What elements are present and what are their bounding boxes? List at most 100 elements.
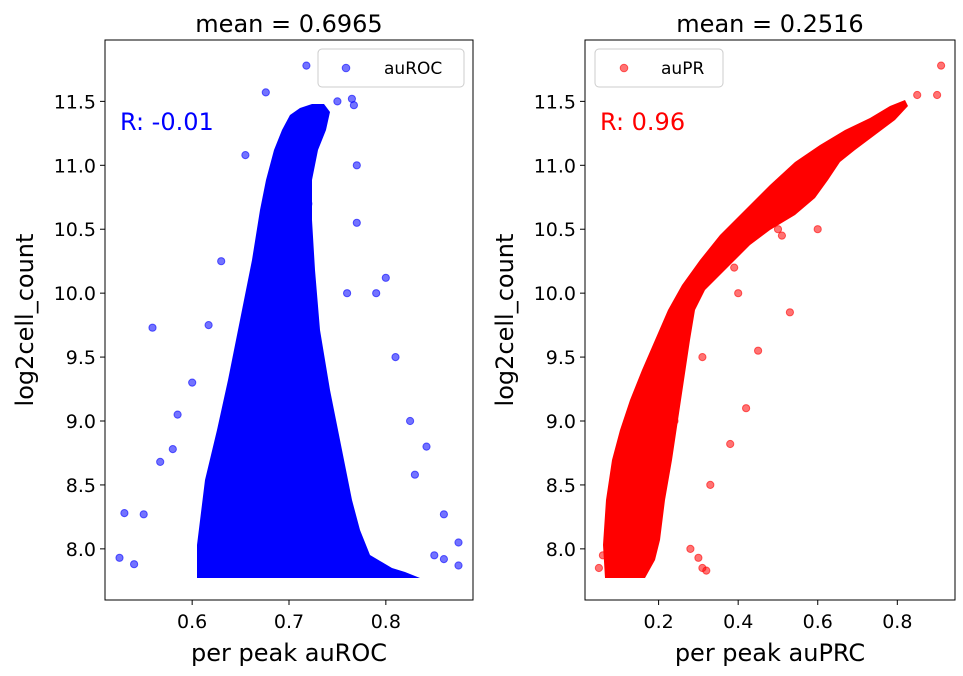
y-tick-label: 9.5 (66, 347, 96, 369)
y-tick-label: 11.0 (534, 155, 576, 177)
right-dense-cloud (603, 100, 908, 578)
scatter-point (730, 263, 739, 272)
scatter-point (694, 553, 703, 562)
scatter-point (168, 445, 177, 454)
left-x-axis-label: per peak auROC (191, 639, 387, 667)
scatter-point (873, 116, 882, 125)
scatter-point (265, 468, 274, 477)
scatter-point (333, 97, 342, 106)
scatter-point (188, 378, 197, 387)
left-legend-marker (341, 63, 351, 73)
right-axes-frame (584, 39, 956, 601)
left-scatter-points (115, 61, 463, 570)
scatter-point (698, 353, 707, 362)
left-y-axis-label: log2cell_count (11, 234, 39, 407)
right-r-annotation: R: 0.96 (600, 108, 685, 136)
left-panel: mean = 0.6965 8.0 8.5 9.0 9.5 10.0 10.5 11.0 11… (11, 10, 474, 667)
y-tick-label: 9.0 (66, 411, 96, 433)
scatter-point (933, 90, 942, 100)
scatter-point (913, 90, 922, 100)
y-tick-label: 10.5 (534, 219, 576, 241)
scatter-point (630, 416, 639, 426)
x-tick-label: 0.8 (882, 611, 912, 633)
scatter-point (130, 560, 139, 569)
scatter-point (352, 218, 361, 227)
right-legend-marker (619, 63, 629, 73)
scatter-point (314, 353, 323, 362)
scatter-point (255, 237, 264, 247)
right-legend: auPR (594, 48, 724, 88)
scatter-point (261, 88, 270, 97)
y-tick-label: 9.0 (546, 411, 576, 433)
scatter-point (422, 442, 431, 451)
scatter-point (148, 323, 157, 332)
scatter-point (372, 289, 381, 298)
scatter-point (284, 161, 294, 170)
right-scatter-points (594, 61, 946, 575)
scatter-point (343, 289, 352, 298)
scatter-point (594, 563, 604, 573)
y-tick-label: 11.5 (54, 91, 96, 113)
y-tick-label: 8.0 (546, 539, 576, 561)
scatter-point (275, 314, 284, 323)
scatter-point (410, 470, 419, 479)
scatter-point (120, 508, 129, 518)
left-point-cloud (115, 61, 463, 578)
scatter-point (323, 506, 332, 515)
scatter-point (606, 508, 616, 518)
right-y-axis-label: log2cell_count (491, 234, 519, 407)
left-legend-box (317, 48, 465, 88)
scatter-point (813, 225, 822, 234)
y-tick-label: 11.0 (54, 155, 96, 177)
scatter-point (304, 416, 313, 426)
scatter-point (246, 532, 255, 541)
left-x-ticks: 0.6 0.7 0.8 (177, 600, 401, 633)
scatter-point (742, 237, 751, 247)
left-legend-label: auROC (384, 59, 442, 79)
left-y-ticks: 8.0 8.5 9.0 9.5 10.0 10.5 11.0 11.5 (54, 91, 105, 561)
y-tick-label: 10.5 (54, 219, 96, 241)
scatter-point (698, 563, 707, 573)
right-x-ticks: 0.2 0.4 0.6 0.8 (643, 600, 912, 633)
right-title: mean = 0.2516 (676, 10, 863, 38)
scatter-point (454, 561, 463, 570)
scatter-point (349, 101, 358, 110)
scatter-point (785, 308, 795, 317)
scatter-point (156, 457, 165, 466)
y-tick-label: 8.5 (66, 475, 96, 497)
scatter-point (115, 553, 124, 562)
x-tick-label: 0.2 (643, 611, 673, 633)
scatter-point (236, 391, 245, 400)
scatter-point (314, 122, 323, 132)
scatter-point (381, 273, 390, 282)
scatter-point (284, 544, 294, 554)
scatter-point (773, 225, 783, 234)
y-tick-label: 8.0 (66, 539, 96, 561)
x-tick-label: 0.4 (723, 611, 753, 633)
x-tick-label: 0.8 (371, 611, 401, 633)
right-x-axis-label: per peak auPRC (675, 639, 865, 667)
x-tick-label: 0.7 (274, 611, 304, 633)
y-tick-label: 10.0 (54, 283, 96, 305)
scatter-point (430, 551, 439, 560)
right-legend-label: auPR (661, 59, 704, 79)
scatter-point (742, 404, 751, 413)
left-r-annotation: R: -0.01 (120, 108, 214, 136)
scatter-point (241, 151, 250, 160)
scatter-point (754, 346, 763, 355)
scatter-point (614, 468, 623, 477)
scatter-point (304, 199, 313, 208)
scatter-point (439, 510, 448, 519)
y-tick-label: 8.5 (546, 475, 576, 497)
left-title: mean = 0.6965 (195, 10, 382, 38)
scatter-point (686, 544, 695, 554)
scatter-point (302, 61, 311, 70)
scatter-point (937, 61, 946, 70)
left-legend: auROC (317, 48, 465, 88)
scatter-point (726, 439, 735, 449)
x-tick-label: 0.6 (803, 611, 833, 633)
scatter-point (439, 555, 448, 564)
scatter-point (706, 480, 715, 489)
right-y-ticks: 8.0 8.5 9.0 9.5 10.0 10.5 11.0 11.5 (534, 91, 585, 561)
